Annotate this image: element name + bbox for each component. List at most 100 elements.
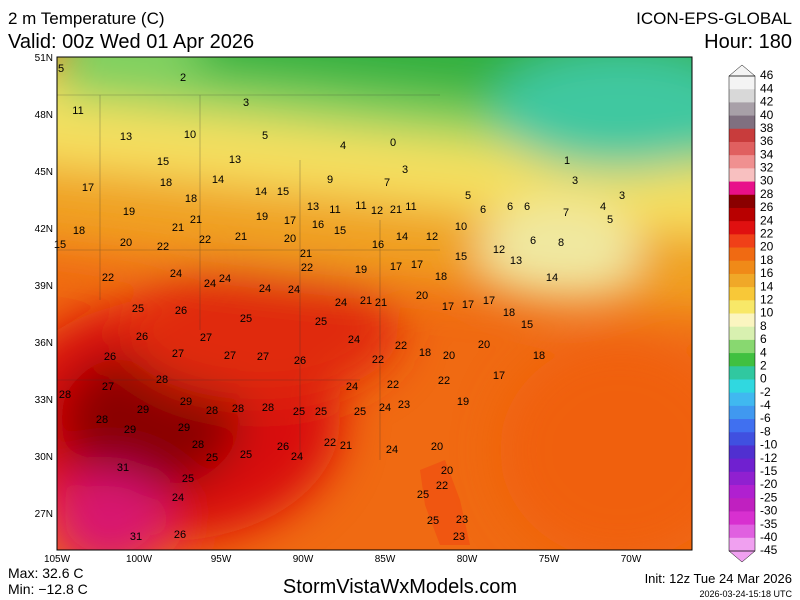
station-value: 21 [190,214,202,226]
colorbar-swatch [729,405,755,420]
colorbar-label: 18 [760,253,774,267]
station-value: 25 [427,515,439,527]
station-value: 12 [493,244,505,256]
lon-label: 70W [621,554,642,565]
station-value: 24 [204,278,216,290]
station-value: 11 [329,204,340,216]
lat-label: 27N [35,509,53,520]
lon-label: 80W [457,554,478,565]
colorbar-label: -8 [760,424,771,438]
colorbar-swatch [729,155,755,169]
station-value: 15 [455,251,467,263]
colorbar-label: 14 [760,279,774,293]
station-value: 23 [398,399,410,411]
station-value: 24 [170,268,182,280]
station-value: 16 [372,239,384,251]
colorbar-swatch [729,300,755,314]
lon-label: 90W [293,554,314,565]
station-value: 11 [405,201,416,213]
station-value: 28 [59,389,71,401]
colorbar-label: 16 [760,266,774,280]
colorbar-label: -45 [760,543,778,557]
colorbar-swatch [729,471,755,486]
colorbar-label: -10 [760,438,778,452]
station-value: 11 [355,200,366,212]
station-value: 18 [533,350,545,362]
station-value: 22 [301,262,313,274]
station-value: 18 [503,307,515,319]
station-value: 5 [607,214,613,226]
station-value: 17 [442,301,454,313]
colorbar-swatch [729,419,755,433]
station-value: 2 [180,72,186,84]
lat-label: 45N [35,167,53,178]
station-value: 28 [206,405,218,417]
colorbar-label: 42 [760,95,774,109]
station-value: 18 [185,193,197,205]
lat-label: 39N [35,281,53,292]
colorbar-frame [728,75,756,552]
station-value: 14 [396,231,408,243]
colorbar-label: -30 [760,504,778,518]
colorbar-label: -40 [760,530,778,544]
station-value: 24 [386,444,398,456]
station-value: 22 [372,354,384,366]
station-value: 24 [346,381,358,393]
colorbar-swatch [729,234,755,249]
station-value: 22 [395,340,407,352]
station-value: 5 [465,190,471,202]
station-value: 22 [157,241,169,253]
station-value: 17 [483,295,495,307]
station-value: 18 [160,177,172,189]
map-field [57,57,692,550]
lon-label: 100W [126,554,153,565]
colorbar-label: 10 [760,306,774,320]
station-value: 31 [130,531,142,543]
station-value: 25 [417,489,429,501]
colorbar-swatch [729,76,755,90]
station-value: 25 [182,473,194,485]
station-value: 24 [335,297,347,309]
station-value: 28 [156,374,168,386]
station-value: 26 [294,355,306,367]
station-value: 14 [212,174,224,186]
colorbar-swatch [729,498,755,512]
colorbar-swatch [729,260,755,275]
station-value: 20 [120,237,132,249]
station-value: 19 [355,264,367,276]
station-value: 6 [524,201,530,213]
colorbar-swatch [729,115,755,130]
station-value: 22 [438,375,450,387]
colorbar-label: 34 [760,147,774,161]
station-value: 28 [232,403,244,415]
lon-label: 105W [44,554,71,565]
station-value: 14 [546,272,558,284]
station-value: 17 [284,215,296,227]
station-value: 15 [54,239,66,251]
colorbar-cap [728,64,756,77]
colorbar-swatch [729,432,755,446]
station-value: 17 [493,370,505,382]
colorbar-swatch [729,287,755,301]
lat-label: 30N [35,452,53,463]
colorbar-label: 38 [760,121,774,135]
colorbar-label: -2 [760,385,771,399]
station-value: 17 [462,299,474,311]
station-value: 24 [379,402,391,414]
colorbar-label: 26 [760,200,774,214]
colorbar-label: 20 [760,240,774,254]
lat-label: 42N [35,224,53,235]
station-value: 24 [219,273,231,285]
station-value: 11 [72,105,83,117]
station-value: 15 [521,319,533,331]
station-value: 22 [324,437,336,449]
station-value: 5 [262,130,268,142]
station-value: 21 [300,248,312,260]
station-value: 28 [96,414,108,426]
station-value: 6 [507,201,513,213]
station-value: 3 [243,97,249,109]
station-value: 12 [371,205,383,217]
station-value: 25 [293,406,305,418]
station-value: 25 [315,316,327,328]
station-value: 10 [455,221,467,233]
